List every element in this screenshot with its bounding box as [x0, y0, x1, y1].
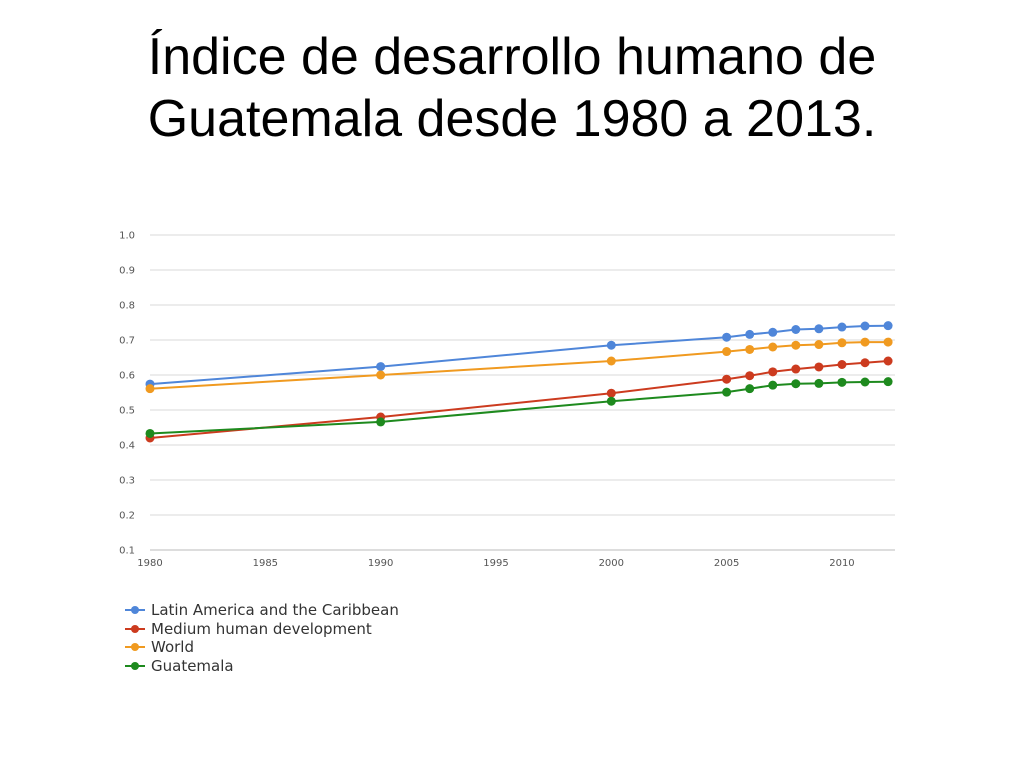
data-point-world: [883, 337, 893, 347]
legend-swatch: [124, 661, 146, 671]
data-point-latin-america-and-the-caribbean: [745, 329, 755, 339]
legend-label: Latin America and the Caribbean: [151, 601, 399, 620]
x-tick-label: 1995: [483, 558, 508, 569]
series-line-guatemala: [149, 380, 889, 435]
data-point-medium-human-development: [768, 367, 778, 377]
x-tick-label: 2000: [599, 558, 624, 569]
x-tick-label: 1985: [253, 558, 278, 569]
data-point-guatemala: [722, 387, 732, 397]
data-point-world: [745, 344, 755, 354]
x-tick-label: 2005: [714, 558, 739, 569]
data-point-medium-human-development: [860, 358, 870, 368]
data-point-guatemala: [145, 428, 155, 438]
series-line-world: [149, 341, 889, 390]
data-point-latin-america-and-the-caribbean: [606, 340, 616, 350]
data-point-medium-human-development: [791, 364, 801, 374]
data-point-medium-human-development: [606, 388, 616, 398]
data-point-guatemala: [860, 377, 870, 387]
legend-item: Guatemala: [124, 657, 399, 676]
data-point-latin-america-and-the-caribbean: [814, 324, 824, 334]
data-point-guatemala: [883, 377, 893, 387]
y-tick-label: 0.8: [119, 301, 135, 312]
data-point-latin-america-and-the-caribbean: [791, 325, 801, 334]
data-point-medium-human-development: [883, 356, 893, 366]
y-tick-label: 0.1: [119, 546, 135, 557]
legend-label: World: [151, 638, 194, 657]
y-tick-label: 0.3: [119, 476, 135, 487]
series-line-medium-human-development: [149, 360, 889, 439]
data-point-world: [837, 338, 847, 348]
y-tick-label: 0.4: [119, 441, 135, 452]
chart-legend: Latin America and the Caribbean Medium hu…: [124, 601, 399, 675]
y-tick-label: 0.6: [119, 371, 135, 382]
data-point-world: [722, 347, 732, 357]
data-point-world: [768, 342, 778, 352]
y-tick-label: 0.9: [119, 266, 135, 277]
legend-swatch: [124, 605, 146, 615]
data-point-medium-human-development: [745, 371, 755, 381]
data-point-world: [606, 356, 616, 366]
data-point-guatemala: [768, 380, 778, 390]
data-point-guatemala: [791, 379, 801, 389]
data-point-latin-america-and-the-caribbean: [883, 321, 893, 331]
legend-label: Medium human development: [151, 619, 372, 638]
data-point-latin-america-and-the-caribbean: [722, 332, 732, 342]
data-point-latin-america-and-the-caribbean: [860, 321, 870, 331]
data-point-latin-america-and-the-caribbean: [837, 322, 847, 332]
legend-item: Latin America and the Caribbean: [124, 601, 399, 620]
data-point-guatemala: [376, 417, 386, 427]
slide-title-line-1: Índice de desarrollo humano de: [147, 28, 877, 86]
data-point-guatemala: [745, 384, 755, 394]
data-point-world: [376, 370, 386, 380]
data-point-world: [860, 337, 870, 347]
x-tick-label: 1990: [368, 558, 393, 569]
x-tick-label: 2010: [829, 558, 854, 569]
data-point-guatemala: [606, 396, 616, 406]
slide-title-line-2: Guatemala desde 1980 a 2013.: [147, 90, 877, 148]
slide-title: Índice de desarrollo humano de Guatemala…: [0, 26, 1024, 150]
data-point-latin-america-and-the-caribbean: [768, 327, 778, 337]
x-tick-label: 1980: [137, 558, 162, 569]
data-point-guatemala: [814, 378, 824, 388]
legend-label: Guatemala: [151, 656, 234, 675]
data-point-world: [791, 340, 801, 350]
legend-swatch: [124, 642, 146, 652]
data-point-world: [814, 340, 824, 350]
data-point-latin-america-and-the-caribbean: [376, 362, 386, 372]
data-point-guatemala: [837, 377, 847, 387]
y-tick-label: 1.0: [119, 231, 135, 242]
data-point-world: [145, 384, 155, 394]
data-point-medium-human-development: [837, 360, 847, 369]
y-tick-label: 0.7: [119, 336, 135, 347]
y-tick-label: 0.2: [119, 511, 135, 522]
legend-item: World: [124, 638, 399, 657]
legend-item: Medium human development: [124, 620, 399, 639]
y-tick-label: 0.5: [119, 406, 135, 417]
data-point-medium-human-development: [814, 362, 824, 372]
legend-swatch: [124, 624, 146, 634]
data-point-medium-human-development: [722, 374, 732, 384]
